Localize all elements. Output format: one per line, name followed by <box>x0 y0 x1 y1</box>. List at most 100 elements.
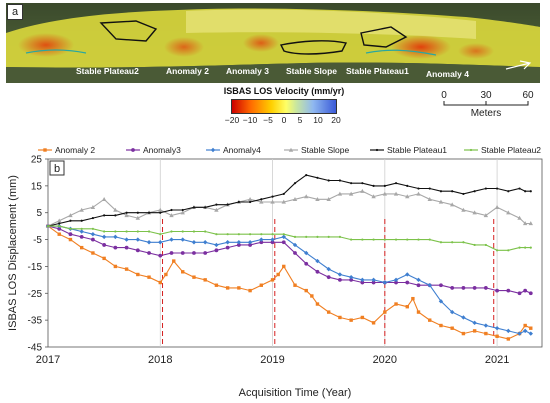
data-point <box>326 310 331 314</box>
scale-unit: Meters <box>471 108 502 118</box>
data-point <box>417 238 420 241</box>
data-point <box>506 210 511 215</box>
data-point <box>315 302 320 306</box>
data-point <box>68 232 73 237</box>
data-point <box>494 326 500 331</box>
data-point <box>394 280 398 285</box>
data-point <box>484 331 488 336</box>
data-point <box>247 240 253 245</box>
data-point <box>416 191 421 196</box>
data-point <box>360 188 365 193</box>
data-point <box>326 266 331 272</box>
chart-legend: Anomaly 2 Anomaly3 Anomaly4 Stable Slope Sta… <box>38 145 541 155</box>
legend-label: Anomaly3 <box>143 145 181 155</box>
series-anomaly3 <box>46 224 533 296</box>
data-point <box>461 286 466 290</box>
data-point <box>159 211 162 214</box>
map-label-anomaly-4: Anomaly 4 <box>426 69 469 79</box>
data-point <box>405 305 409 309</box>
data-point <box>225 240 230 245</box>
data-point <box>113 207 118 212</box>
map-label-stable-slope: Stable Slope <box>286 66 337 76</box>
colorbar-tick: 20 <box>331 115 341 125</box>
colorbar-tick: −20 <box>224 115 240 125</box>
data-point <box>113 264 118 269</box>
data-point <box>528 291 533 296</box>
data-point <box>91 237 95 242</box>
data-point <box>124 237 129 242</box>
data-point <box>114 230 117 233</box>
data-point <box>271 195 274 198</box>
data-point <box>158 253 163 258</box>
data-point <box>529 326 533 330</box>
data-point <box>79 229 84 234</box>
colorbar-tick: 0 <box>281 115 287 125</box>
data-point <box>484 243 487 247</box>
data-point <box>147 211 151 214</box>
y-tick-label: 5 <box>36 208 42 219</box>
data-point <box>91 251 95 255</box>
data-point <box>203 251 208 255</box>
data-point <box>360 280 365 285</box>
data-point <box>327 179 330 182</box>
data-point <box>226 203 229 206</box>
data-point <box>375 148 379 152</box>
data-point <box>361 238 364 241</box>
data-point <box>248 243 252 247</box>
data-point <box>214 248 219 253</box>
data-point <box>361 182 364 185</box>
data-point <box>416 310 421 314</box>
data-point <box>260 233 263 236</box>
data-point <box>281 240 286 245</box>
data-point <box>124 213 129 218</box>
data-point <box>125 230 128 233</box>
data-point <box>439 283 443 288</box>
data-point <box>405 194 410 199</box>
legend-label: Stable Slope <box>301 145 349 155</box>
data-point <box>147 275 151 279</box>
map-label-stable-plateau2: Stable Plateau2 <box>76 66 139 76</box>
data-point <box>203 278 207 282</box>
data-point <box>305 174 308 177</box>
data-point <box>159 233 162 236</box>
data-point <box>101 234 107 240</box>
data-point <box>473 190 476 193</box>
data-point <box>125 211 128 214</box>
data-point <box>326 196 331 201</box>
colorbar-ticks: −20 −10 −5 0 5 10 20 <box>224 115 342 125</box>
data-point <box>394 302 398 306</box>
data-point <box>69 219 72 222</box>
series-stable-plateau2 <box>46 225 532 252</box>
y-tick-label: 15 <box>31 181 43 192</box>
data-point <box>304 194 309 199</box>
data-point <box>416 283 421 288</box>
map-label-anomaly-3: Anomaly 3 <box>226 66 269 76</box>
data-point <box>517 331 522 336</box>
data-point <box>439 323 443 328</box>
data-point <box>180 237 185 242</box>
data-point <box>461 315 466 320</box>
data-point <box>237 233 240 236</box>
data-point <box>462 241 465 244</box>
data-point <box>406 238 409 241</box>
data-point <box>483 323 489 328</box>
data-point <box>472 286 477 290</box>
data-point <box>472 329 477 333</box>
data-point <box>304 288 308 293</box>
data-point <box>428 238 431 241</box>
data-point <box>181 270 185 274</box>
data-point <box>438 299 444 304</box>
data-point <box>68 237 73 242</box>
y-axis-ticks: 25 15 5 -5 -15 -25 -35 -45 <box>28 155 48 354</box>
data-point <box>305 235 308 238</box>
data-point <box>451 241 454 244</box>
x-axis-label: Acquisition Time (Year) <box>239 387 352 399</box>
data-point <box>371 194 376 199</box>
data-point <box>507 249 510 252</box>
legend-item: Stable Plateau2 <box>464 145 541 155</box>
data-point <box>225 245 230 250</box>
colorbar-tick: −5 <box>263 115 273 125</box>
y-tick-label: -5 <box>33 235 42 246</box>
data-point <box>349 318 353 322</box>
scale-tick-30: 30 <box>480 90 492 101</box>
